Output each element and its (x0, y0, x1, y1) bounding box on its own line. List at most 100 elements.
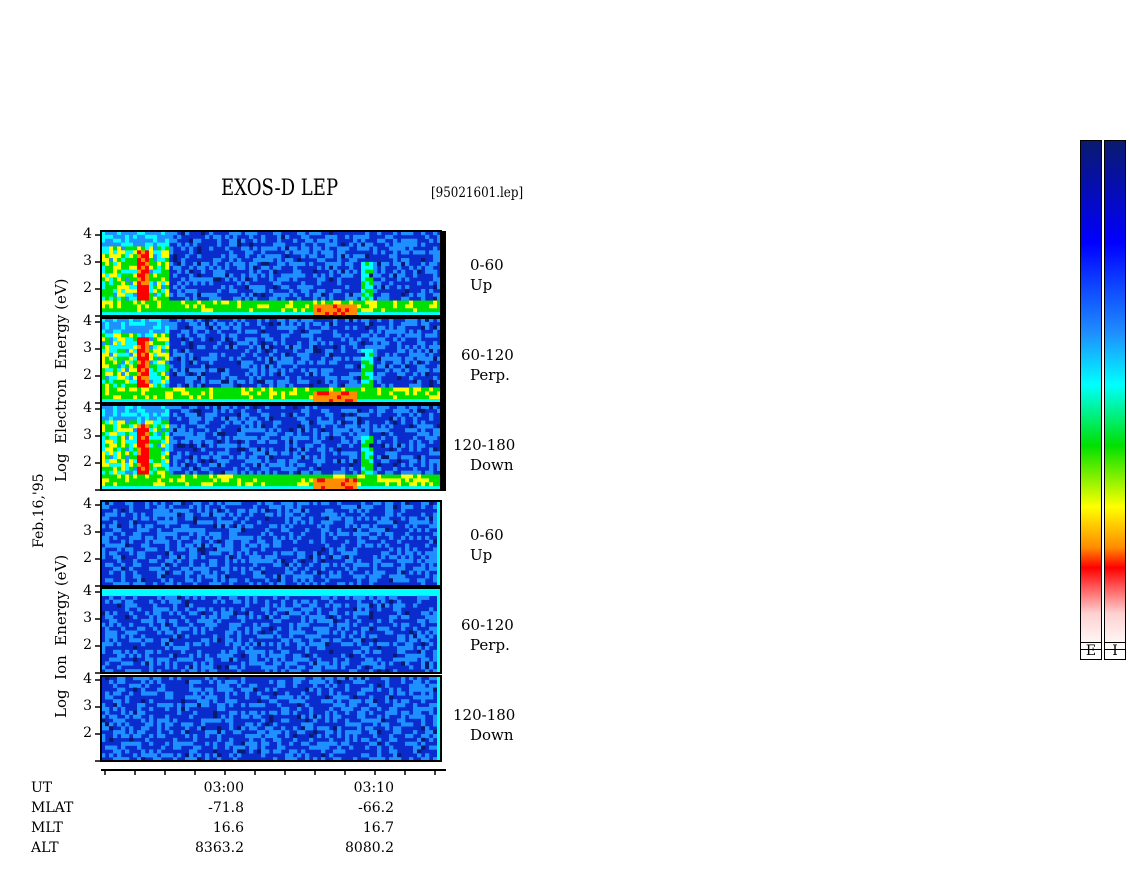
heatmap-cell (261, 341, 266, 346)
heatmap-cell (305, 478, 310, 483)
heatmap-cell (369, 375, 374, 381)
heatmap-cell (229, 512, 234, 517)
heatmap-cell (141, 368, 146, 373)
heatmap-cell (433, 558, 438, 564)
heatmap-cell (433, 285, 438, 290)
heatmap-cell (125, 337, 130, 342)
heatmap-cell (109, 588, 114, 593)
heatmap-cell (373, 399, 378, 404)
heatmap-cell (313, 439, 318, 444)
heatmap-cell (401, 516, 406, 521)
heatmap-cell (209, 356, 214, 361)
heatmap-cell (109, 368, 114, 373)
heatmap-cell (349, 462, 354, 468)
heatmap-cell (349, 318, 354, 323)
heatmap-cell (293, 653, 298, 658)
heatmap-cell (345, 300, 350, 305)
heatmap-cell (193, 412, 198, 417)
heatmap-cell (137, 551, 142, 556)
heatmap-cell (101, 364, 106, 369)
heatmap-cell (369, 337, 374, 342)
heatmap-cell (257, 451, 262, 456)
heatmap-cell (297, 478, 302, 483)
heatmap-cell (169, 555, 174, 560)
heatmap-cell (273, 474, 278, 479)
heatmap-cell (389, 325, 394, 330)
heatmap-cell (393, 455, 398, 460)
heatmap-cell (181, 308, 186, 313)
heatmap-cell (165, 300, 170, 305)
heatmap-cell (141, 399, 146, 404)
heatmap-cell (413, 304, 418, 309)
heatmap-cell (145, 337, 150, 342)
heatmap-cell (313, 254, 318, 259)
heatmap-cell (393, 482, 398, 487)
heatmap-cell (421, 318, 426, 323)
heatmap-cell (437, 558, 442, 564)
heatmap-cell (237, 325, 242, 330)
heatmap-cell (369, 504, 374, 510)
heatmap-cell (153, 300, 158, 305)
heatmap-cell (277, 508, 282, 513)
heatmap-cell (349, 424, 354, 429)
heatmap-cell (245, 439, 250, 444)
heatmap-cell (313, 273, 318, 278)
heatmap-cell (369, 281, 374, 286)
heatmap-cell (281, 325, 286, 330)
heatmap-cell (149, 325, 154, 330)
heatmap-cell (249, 508, 254, 513)
heatmap-cell (397, 312, 402, 317)
heatmap-cell (129, 273, 134, 278)
heatmap-cell (333, 234, 338, 240)
heatmap-cell (333, 470, 338, 475)
heatmap-cell (369, 459, 374, 464)
heatmap-cell (325, 474, 330, 479)
heatmap-cell (153, 277, 158, 282)
heatmap-cell (109, 325, 114, 330)
heatmap-cell (405, 470, 410, 475)
heatmap-cell (389, 308, 394, 313)
heatmap-cell (421, 288, 426, 294)
heatmap-cell (229, 312, 234, 317)
heatmap-cell (313, 405, 318, 410)
heatmap-cell (321, 566, 326, 571)
heatmap-cell (265, 379, 270, 384)
heatmap-cell (181, 528, 186, 533)
heatmap-cell (365, 443, 370, 448)
heatmap-cell (117, 603, 122, 608)
heatmap-cell (233, 566, 238, 571)
heatmap-cell (421, 321, 426, 327)
heatmap-cell (177, 318, 182, 323)
heatmap-cell (125, 296, 130, 301)
heatmap-cell (413, 420, 418, 425)
heatmap-cell (217, 428, 222, 433)
heatmap-cell (121, 466, 126, 471)
heatmap-cell (205, 566, 210, 571)
heatmap-cell (129, 246, 134, 251)
heatmap-cell (153, 591, 158, 597)
heatmap-cell (421, 395, 426, 400)
heatmap-cell (425, 528, 430, 533)
heatmap-cell (401, 395, 406, 400)
heatmap-cell (297, 391, 302, 396)
heatmap-cell (265, 333, 270, 338)
heatmap-cell (201, 300, 206, 305)
heatmap-cell (381, 383, 386, 388)
heatmap-cell (301, 254, 306, 259)
heatmap-cell (113, 300, 118, 305)
heatmap-cell (125, 459, 130, 464)
heatmap-cell (225, 508, 230, 513)
heatmap-cell (125, 250, 130, 255)
heatmap-cell (389, 304, 394, 309)
heatmap-cell (149, 345, 154, 350)
heatmap-cell (221, 504, 226, 510)
heatmap-cell (221, 574, 226, 579)
heatmap-cell (141, 341, 146, 346)
heatmap-cell (193, 455, 198, 460)
heatmap-cell (269, 300, 274, 305)
heatmap-cell (429, 462, 434, 468)
heatmap-cell (133, 273, 138, 278)
heatmap-cell (417, 439, 422, 444)
heatmap-cell (297, 424, 302, 429)
heatmap-cell (405, 312, 410, 317)
